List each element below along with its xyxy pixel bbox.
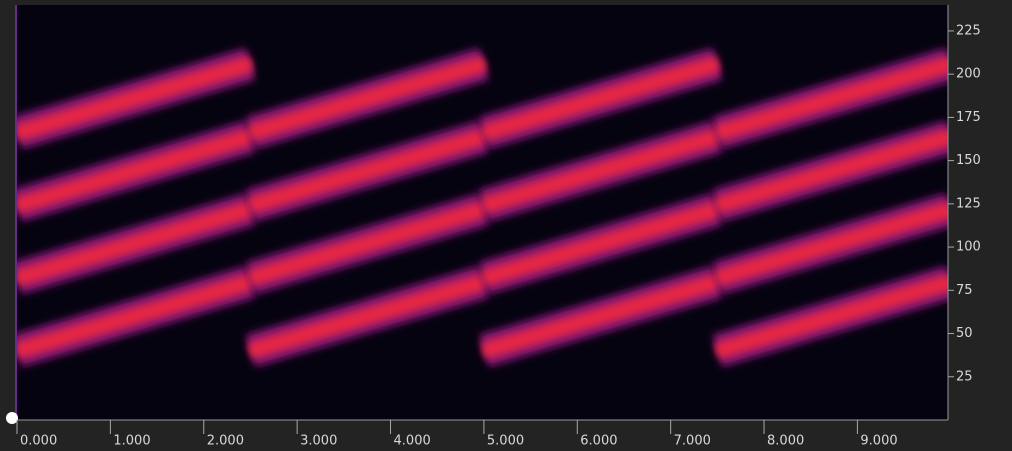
x-tick-label: 6.000 [580, 434, 617, 449]
spectrogram-view: 25 50 75 100 125 150 175 200 225 0.000 1.000 2.000 3… [0, 0, 1012, 451]
playhead-handle[interactable] [6, 412, 18, 424]
x-tick-label: 5.000 [487, 434, 524, 449]
y-tick-label: 75 [956, 283, 973, 298]
y-tick-label: 25 [956, 369, 973, 384]
x-tick-label: 8.000 [767, 434, 804, 449]
y-tick-label: 200 [956, 67, 981, 82]
y-tick-label: 50 [956, 326, 973, 341]
x-tick-label: 1.000 [113, 434, 150, 449]
y-tick-label: 225 [956, 23, 981, 38]
x-tick-label: 2.000 [207, 434, 244, 449]
x-tick-label: 4.000 [394, 434, 431, 449]
x-tick-label: 9.000 [860, 434, 897, 449]
y-tick-label: 125 [956, 196, 981, 211]
y-tick-label: 100 [956, 240, 981, 255]
y-tick-label: 175 [956, 110, 981, 125]
x-tick-label: 7.000 [674, 434, 711, 449]
y-tick-label: 150 [956, 153, 981, 168]
x-tick-label: 3.000 [300, 434, 337, 449]
x-tick-label: 0.000 [20, 434, 57, 449]
